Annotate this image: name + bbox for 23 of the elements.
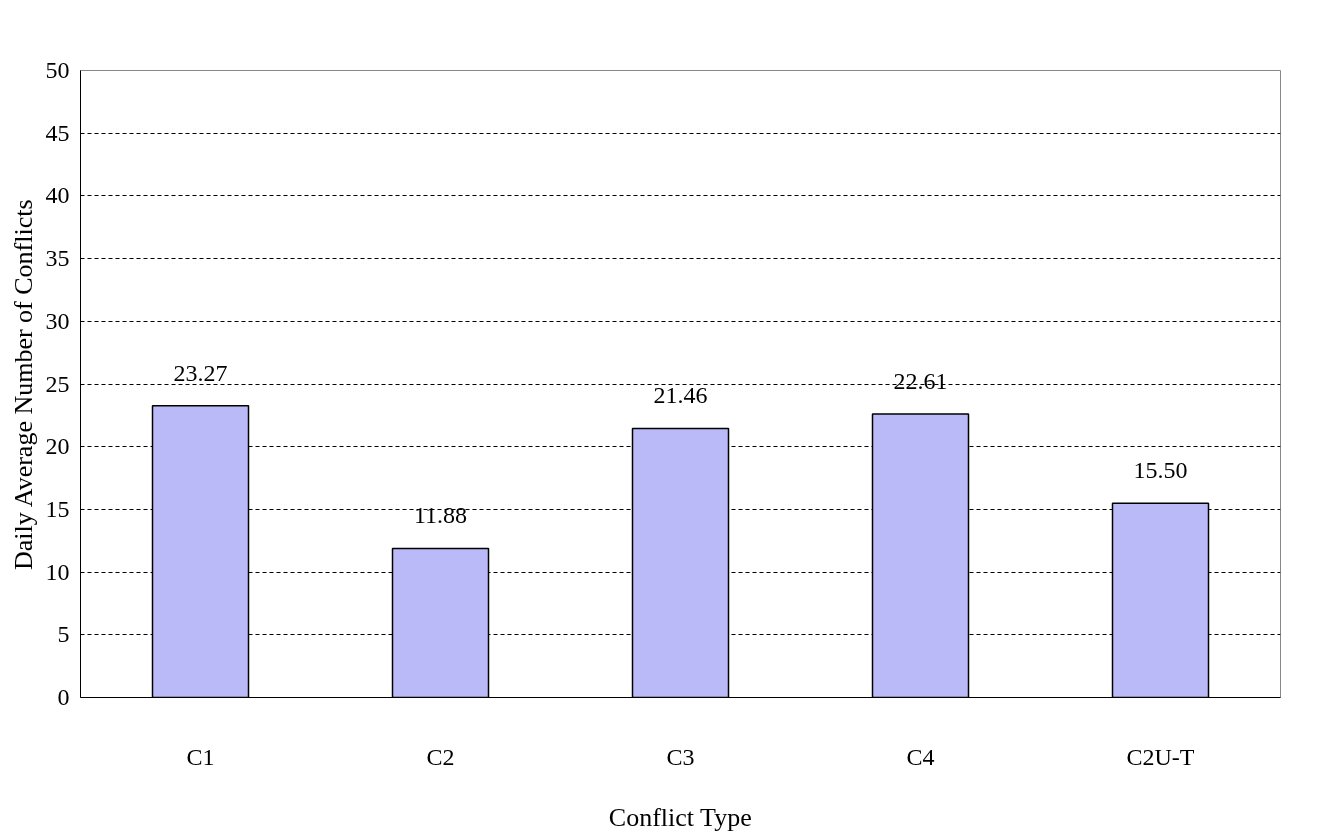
y-tick-label: 25 [45,370,70,397]
y-tick-label: 0 [57,684,70,710]
x-tick-label: C2U-T [1126,743,1195,770]
y-tick-label: 40 [45,182,70,209]
x-tick-label: C1 [186,743,215,770]
y-tick-label: 5 [57,621,70,648]
data-label: 21.46 [653,382,708,409]
y-tick-label: 45 [45,119,70,146]
y-tick-label: 35 [45,245,70,272]
y-tick-label: 15 [45,495,70,522]
data-label: 23.27 [173,359,228,386]
y-axis-title: Daily Average Number of Conflicts [8,199,38,571]
data-label: 22.61 [893,367,948,394]
x-tick-label: C3 [666,743,695,770]
x-axis-title: Conflict Type [608,802,752,832]
data-label: 15.50 [1133,457,1188,484]
y-tick-label: 50 [45,57,70,83]
y-tick-label: 20 [45,433,70,460]
y-tick-label: 10 [45,558,70,585]
x-tick-label: C2 [426,743,455,770]
y-tick-label: 30 [45,307,70,334]
x-tick-label: C4 [906,743,935,770]
data-label: 11.88 [413,502,468,529]
